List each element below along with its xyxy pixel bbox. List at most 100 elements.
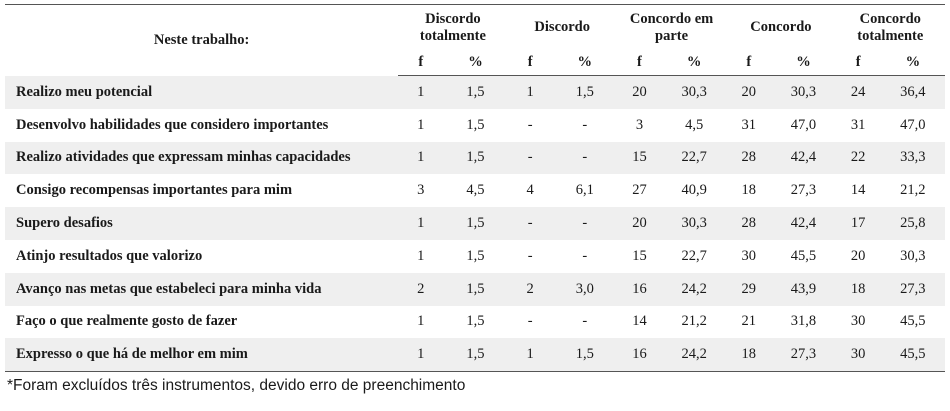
cell-concordo-em-parte-percent: 24,2: [662, 272, 727, 306]
cell-discordo-percent: 6,1: [575, 182, 594, 199]
cell-concordo-percent: 31,8: [790, 313, 817, 330]
results-table: Neste trabalho: Discordo totalmente Disc…: [5, 4, 945, 373]
cell-discordo-percent: -: [582, 116, 588, 133]
table-row: Consigo recompensas importantes para mim…: [5, 174, 945, 207]
sub-header-f: f: [726, 50, 772, 76]
cell-discordo-f: -: [507, 141, 553, 175]
cell-concordo-percent: 42,4: [771, 207, 836, 240]
cell-concordo-f: 20: [726, 75, 772, 109]
group-header-concordo: Concordo: [750, 19, 812, 35]
cell-discordo-totalmente-percent: 1,5: [466, 247, 485, 264]
table-row: Atinjo resultados que valorizo 1 1,5 - -…: [5, 240, 945, 273]
cell-concordo-f: 28: [726, 141, 772, 175]
cell-concordo-f: 21: [741, 313, 757, 330]
cell-discordo-f: -: [527, 313, 533, 330]
cell-concordo-em-parte-percent: 4,5: [685, 116, 704, 133]
cell-discordo-percent: 1,5: [552, 75, 617, 109]
cell-concordo-em-parte-f: 20: [616, 207, 663, 240]
sub-header-f: f: [398, 50, 444, 76]
cell-concordo-em-parte-f: 15: [632, 247, 647, 264]
table-header: Neste trabalho: Discordo totalmente Disc…: [5, 4, 945, 76]
cell-discordo-totalmente-percent: 1,5: [466, 313, 485, 330]
table-row: Faço o que realmente gosto de fazer 1 1,…: [5, 306, 945, 339]
cell-concordo-totalmente-percent: 33,3: [880, 141, 945, 175]
table-body: Realizo meu potencial 1 1,5 1 1,5 20 30,…: [5, 75, 945, 373]
cell-discordo-percent: 3,0: [552, 272, 617, 306]
group-header-discordo: Discordo: [534, 19, 591, 35]
cell-discordo-totalmente-f: 2: [398, 272, 444, 306]
group-header-concordo-em-parte: Concordo em parte: [629, 10, 714, 44]
cell-discordo-totalmente-percent: 1,5: [443, 338, 508, 373]
sub-header-percent: %: [771, 50, 836, 76]
cell-concordo-percent: 42,4: [771, 141, 836, 175]
cell-discordo-totalmente-f: 1: [398, 338, 444, 373]
cell-discordo-f: -: [527, 247, 533, 264]
cell-concordo-em-parte-percent: 30,3: [662, 207, 727, 240]
cell-discordo-percent: 1,5: [552, 338, 617, 373]
sub-header-f: f: [616, 50, 663, 76]
cell-concordo-em-parte-percent: 24,2: [662, 338, 727, 373]
cell-concordo-f: 30: [741, 247, 757, 264]
cell-concordo-totalmente-percent: 27,3: [880, 272, 945, 306]
cell-concordo-totalmente-f: 17: [835, 207, 881, 240]
row-label: Supero desafios: [5, 207, 399, 240]
header-sub-row: f % f % f % f % f %: [5, 50, 945, 76]
cell-concordo-totalmente-f: 30: [835, 338, 881, 373]
sub-header-percent: %: [662, 50, 727, 76]
row-label: Atinjo resultados que valorizo: [16, 247, 203, 264]
cell-concordo-em-parte-f: 16: [616, 338, 663, 373]
cell-concordo-totalmente-percent: 21,2: [900, 182, 926, 199]
cell-concordo-totalmente-percent: 30,3: [900, 247, 926, 264]
table-row: Realizo meu potencial 1 1,5 1 1,5 20 30,…: [5, 75, 945, 109]
row-label: Faço o que realmente gosto de fazer: [16, 313, 238, 330]
cell-discordo-totalmente-f: 1: [398, 75, 444, 109]
cell-discordo-totalmente-percent: 1,5: [466, 116, 485, 133]
sub-header-percent: %: [552, 50, 617, 76]
cell-concordo-f: 31: [741, 116, 757, 133]
label-column-header: Neste trabalho:: [153, 31, 250, 48]
cell-discordo-percent: -: [552, 207, 617, 240]
cell-discordo-totalmente-f: 1: [398, 141, 444, 175]
cell-concordo-em-parte-percent: 22,7: [681, 247, 707, 264]
cell-concordo-em-parte-percent: 22,7: [662, 141, 727, 175]
cell-discordo-f: 1: [507, 75, 553, 109]
cell-concordo-totalmente-percent: 47,0: [900, 116, 926, 133]
cell-concordo-totalmente-f: 30: [850, 313, 866, 330]
cell-discordo-totalmente-f: 1: [417, 247, 425, 264]
cell-discordo-percent: -: [582, 247, 588, 264]
cell-concordo-em-parte-f: 20: [616, 75, 663, 109]
cell-discordo-f: 2: [507, 272, 553, 306]
cell-concordo-f: 28: [726, 207, 772, 240]
cell-discordo-totalmente-f: 3: [417, 182, 425, 199]
row-label: Expresso o que há de melhor em mim: [5, 338, 399, 373]
results-table-container: Neste trabalho: Discordo totalmente Disc…: [5, 4, 945, 373]
cell-concordo-f: 18: [726, 338, 772, 373]
sub-header-percent: %: [880, 50, 945, 76]
group-header-concordo-totalmente: Concordo totalmente: [857, 10, 924, 44]
cell-concordo-f: 18: [741, 182, 757, 199]
cell-concordo-percent: 45,5: [790, 247, 817, 264]
cell-discordo-totalmente-percent: 4,5: [466, 182, 485, 199]
cell-discordo-f: -: [507, 207, 553, 240]
cell-concordo-em-parte-f: 27: [632, 182, 647, 199]
cell-concordo-totalmente-percent: 45,5: [900, 313, 926, 330]
cell-concordo-totalmente-f: 20: [850, 247, 866, 264]
cell-concordo-em-parte-percent: 21,2: [681, 313, 707, 330]
table-footnote: *Foram excluídos três instrumentos, devi…: [7, 377, 466, 394]
table-row: Realizo atividades que expressam minhas …: [5, 141, 945, 175]
cell-concordo-totalmente-f: 18: [835, 272, 881, 306]
cell-concordo-percent: 43,9: [771, 272, 836, 306]
cell-discordo-totalmente-f: 1: [417, 313, 425, 330]
cell-concordo-totalmente-f: 22: [835, 141, 881, 175]
cell-concordo-em-parte-f: 15: [616, 141, 663, 175]
cell-concordo-totalmente-f: 14: [850, 182, 866, 199]
row-label: Desenvolvo habilidades que considero imp…: [16, 116, 329, 133]
cell-concordo-totalmente-percent: 36,4: [880, 75, 945, 109]
cell-discordo-percent: -: [552, 141, 617, 175]
cell-concordo-percent: 47,0: [790, 116, 817, 133]
sub-header-f: f: [835, 50, 881, 76]
cell-discordo-f: 4: [526, 182, 534, 199]
cell-concordo-f: 29: [726, 272, 772, 306]
table-row: Expresso o que há de melhor em mim 1 1,5…: [5, 338, 945, 373]
cell-concordo-percent: 27,3: [790, 182, 817, 199]
